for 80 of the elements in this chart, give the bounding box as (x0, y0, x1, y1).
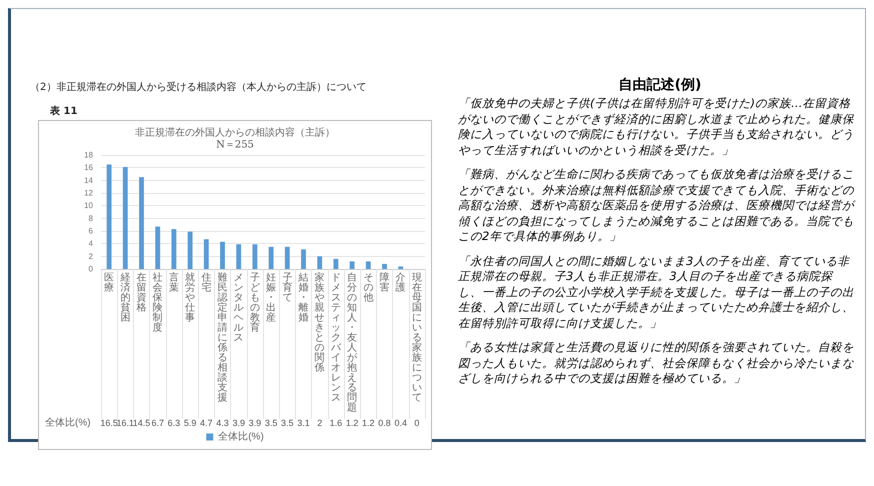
y-tick-label: 6 (88, 226, 94, 236)
category-label: 現在母国にいる家族について (412, 272, 422, 404)
text: 「仮放免中の夫婦と子供(子供は在留特別許可を受けた)の家族…在留資格がないので働くことができず経済的に困窮し水道まで止められた。健康保険に入っていないので病院にも行けない。子供手当も支給されない。どうやって生活すればいいのかという相談を受けた。」 (458, 96, 855, 158)
category-label: 自分の知人・友人が抱える問題 (347, 272, 358, 414)
category-label: 家族や親せきとの関係 (314, 272, 325, 374)
x-tick-label: 障害 (380, 272, 390, 294)
bar (204, 239, 209, 269)
y-tick-label: 10 (84, 201, 94, 210)
bar (236, 244, 242, 269)
text: 全体比(%) (45, 418, 91, 428)
bar (350, 261, 355, 269)
category-label: ドメスティックバイオレンス (330, 272, 341, 404)
x-tick-label: 医療 (104, 272, 114, 294)
bar (155, 226, 160, 269)
bar (301, 249, 306, 269)
bar (382, 264, 387, 269)
data-label: 3.1 (297, 418, 310, 428)
text: 表 11 (50, 104, 78, 118)
data-label: 16.1 (116, 418, 134, 428)
x-tick-label: 住宅 (201, 272, 212, 294)
bar (333, 258, 338, 269)
data-label: 6.7 (151, 418, 164, 428)
bar (106, 164, 112, 269)
data-label: 5.9 (184, 418, 196, 428)
data-label: 1.2 (362, 418, 375, 428)
bar (268, 246, 274, 269)
data-label: 2 (317, 418, 322, 428)
data-label: 3.9 (248, 418, 262, 428)
x-tick-label: その他 (363, 272, 374, 304)
bar (188, 232, 193, 269)
bar (366, 261, 371, 269)
category-label: 難民認定申請に係る相談支援 (218, 272, 228, 404)
text: 「ある女性は家賃と生活費の見返りに性的関係を強要されていた。自殺を図った人もいた。就労は認められず、社会保障もなく社会から冷たいまなざしを向けられる中での支援は困難を極めている。」 (458, 340, 855, 386)
data-label: 4.3 (216, 418, 229, 428)
bar (284, 246, 290, 269)
data-label: 14.5 (132, 418, 150, 428)
data-label: 3.5 (281, 418, 294, 428)
text: 自由記述(例) (618, 76, 702, 94)
data-label: 1.6 (330, 418, 342, 428)
chart-title: 非正規滞在の外国人からの相談内容（主訴） (135, 126, 335, 138)
data-label: 0.8 (378, 418, 391, 428)
y-tick-label: 16 (84, 163, 94, 172)
x-tick-label: 妊娠・出産 (266, 272, 276, 324)
x-tick-label: 結婚・離婚 (298, 272, 308, 324)
text: 「難病、がんなど生命に関わる疾病であっても仮放免者は治療を受けることができない。外来治療は無料低額診療で支援できても入院、手術などの高額な治療、透析や高額な医薬品を使用する治療は、医療機関では経営が傾くほどの負担になってしまうため減免することは困難である。当院でもこの2年で具体的事例あり。」 (458, 167, 856, 244)
y-tick-label: 2 (88, 252, 94, 261)
x-tick-label: 社会保険制度 (152, 272, 163, 334)
data-label: 3.5 (264, 418, 278, 428)
x-tick-label: 在留資格 (136, 272, 146, 314)
data-label: 6.3 (168, 418, 180, 428)
bar (122, 167, 128, 269)
y-tick-label: 8 (88, 214, 94, 223)
data-label: 0 (414, 418, 420, 428)
x-tick-label: 子どもの教育 (250, 272, 260, 334)
y-tick-label: 4 (88, 239, 94, 248)
x-tick-label: メンタルヘルス (234, 272, 244, 344)
chart-subtitle: N＝255 (216, 140, 254, 150)
bar (317, 256, 322, 269)
bar (220, 242, 225, 269)
bar (398, 266, 404, 269)
y-tick-label: 18 (84, 150, 94, 160)
text: （2）非正規滞在の外国人から受ける相談内容（本人からの主訴）について (30, 80, 366, 94)
x-tick-label: 就労や仕事 (185, 272, 196, 324)
bar (139, 177, 144, 269)
data-label: 16.5 (100, 418, 118, 428)
data-label: 3.9 (232, 418, 245, 428)
x-tick-label: 介護 (396, 272, 406, 294)
y-tick-label: 14 (84, 176, 94, 185)
data-label: 4.7 (200, 418, 213, 428)
bar (252, 244, 258, 269)
x-tick-label: 言葉 (168, 272, 179, 294)
y-tick-label: 12 (84, 188, 94, 198)
data-label: 1.2 (346, 418, 358, 428)
bar (171, 229, 176, 269)
y-tick-label: 0 (88, 264, 94, 274)
text: 「永住者の同国人との間に婚姻しないまま3人の子を出産、育てている非正規滞在の母親。子3人も非正規滞在。3人目の子を出産できる病院探し、一番上の子の公立小学校入学手続を支援した。母子は一番上の子の出生後、入管に出頭していたが手続きが止まっていたため弁護士を紹介し、在留特別許可取得に向け支援した。」 (458, 254, 855, 331)
data-label: 0.4 (394, 418, 407, 428)
x-tick-label: 経済的貧困 (119, 272, 130, 324)
x-tick-label: 子育て (282, 272, 292, 304)
legend-label: 全体比(%) (218, 430, 264, 442)
